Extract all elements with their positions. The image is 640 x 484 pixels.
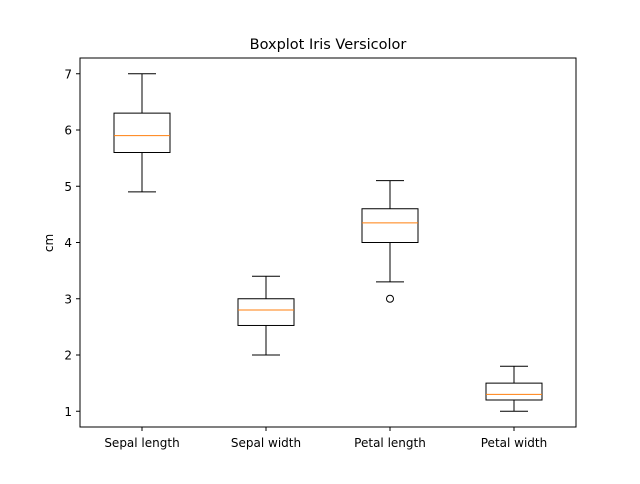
y-tick-label: 4 xyxy=(64,236,72,250)
plot-frame xyxy=(79,57,577,428)
x-tick-label: Petal length xyxy=(354,436,426,450)
x-tick-label: Sepal width xyxy=(231,436,301,450)
x-tick-label: Petal width xyxy=(481,436,547,450)
box-group xyxy=(237,275,295,356)
iqr-box xyxy=(361,208,419,243)
x-tick-label: Sepal length xyxy=(104,436,179,450)
y-axis-label: cm xyxy=(42,234,56,252)
box-group xyxy=(485,365,543,412)
chart-title: Boxplot Iris Versicolor xyxy=(250,37,407,53)
box-group xyxy=(113,73,171,193)
boxes-layer xyxy=(113,73,543,412)
y-tick-label: 3 xyxy=(64,292,72,306)
outlier-point xyxy=(386,294,394,303)
iqr-box xyxy=(485,382,543,401)
y-tick-label: 5 xyxy=(64,180,72,194)
iqr-box xyxy=(113,112,171,153)
y-axis: 1 2 3 4 5 6 7 xyxy=(64,67,80,419)
y-tick-label: 6 xyxy=(64,124,72,138)
x-axis: Sepal length Sepal width Petal length Petal… xyxy=(104,427,547,450)
box-group xyxy=(361,180,419,303)
y-tick-label: 1 xyxy=(64,405,72,419)
y-tick-label: 2 xyxy=(64,349,72,363)
iqr-box xyxy=(237,298,295,326)
y-tick-label: 7 xyxy=(64,67,72,81)
